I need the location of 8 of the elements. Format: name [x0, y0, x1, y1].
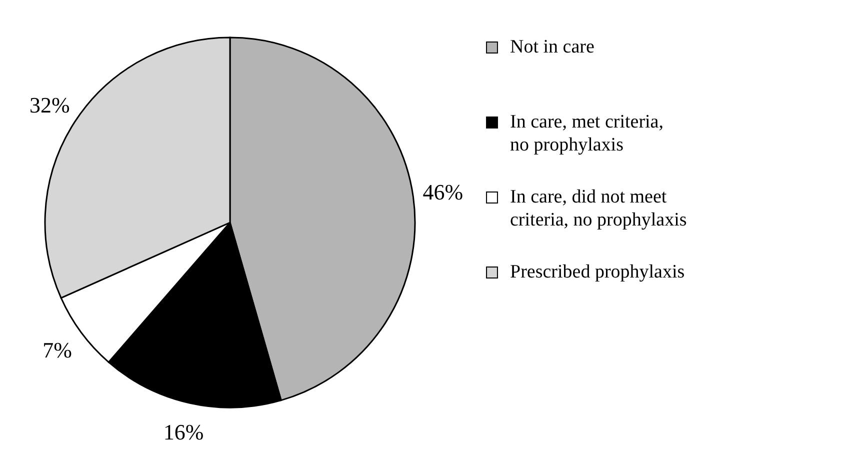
data-label: 16%: [163, 419, 204, 444]
data-label: 46%: [422, 180, 464, 205]
legend-label: In care, met criteria, no prophylaxis: [510, 112, 664, 156]
data-label: 32%: [29, 92, 70, 118]
legend-label: Not in care: [510, 36, 594, 58]
data-label: 7%: [42, 337, 72, 362]
legend-label: In care, did not meet criteria, no prophylaxis: [510, 186, 687, 230]
legend-label: Prescribed prophylaxis: [510, 262, 685, 282]
